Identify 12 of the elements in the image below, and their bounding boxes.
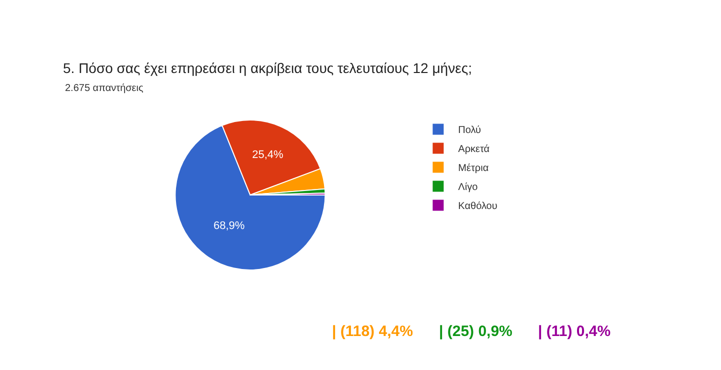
chart-subtitle: 2.675 απαντήσεις xyxy=(65,83,144,94)
data-label: 68,9% xyxy=(214,220,245,232)
text: | (11) 0,4% xyxy=(538,323,611,340)
data-label: 25,4% xyxy=(252,148,284,161)
legend-label: Καθόλου xyxy=(458,201,498,212)
legend-label: Μέτρια xyxy=(458,163,489,174)
legend-label: Αρκετά xyxy=(458,144,490,156)
legend-label: Λίγο xyxy=(458,182,478,194)
legend-label: Πολύ xyxy=(458,125,482,136)
text: | (25) 0,9% xyxy=(439,323,512,340)
text: | (118) 4,4% xyxy=(332,323,413,340)
chart-title: 5. Πόσο σας έχει επηρεάσει η ακρίβεια τους τελευταίους 12 μήνες; xyxy=(63,60,472,76)
